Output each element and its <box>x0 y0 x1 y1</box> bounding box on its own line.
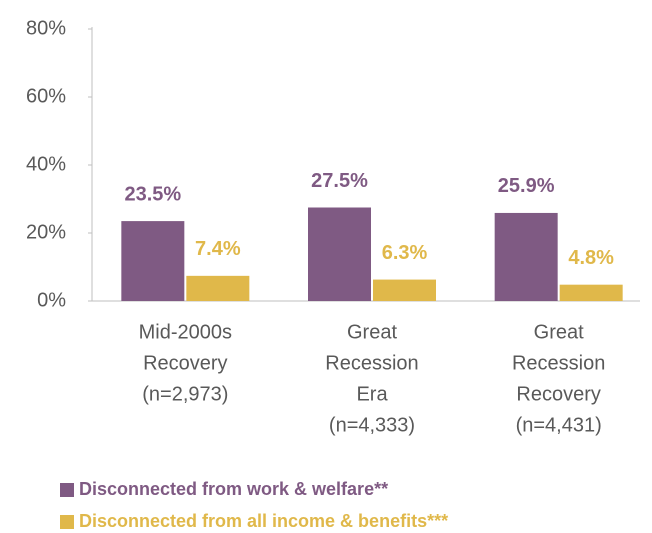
bar <box>121 221 185 301</box>
y-tick-label: 0% <box>37 289 66 311</box>
legend-swatch <box>60 483 74 497</box>
value-label: 25.9% <box>498 175 555 197</box>
bar <box>494 212 558 301</box>
x-tick-label: Mid-2000s <box>139 321 232 343</box>
y-tick-label: 40% <box>26 153 66 175</box>
x-tick-label: Era <box>356 383 388 405</box>
y-tick-label: 20% <box>26 221 66 243</box>
legend-label: Disconnected from all income & benefits*… <box>79 511 448 531</box>
x-tick-label: Recovery <box>516 383 600 405</box>
legend-label: Disconnected from work & welfare** <box>79 479 388 499</box>
x-tick-label: Recession <box>325 352 418 374</box>
value-label: 27.5% <box>311 170 368 192</box>
y-tick-label: 80% <box>26 17 66 39</box>
x-tick-label: (n=4,333) <box>329 414 415 436</box>
bar <box>559 284 623 301</box>
x-tick-label: Recovery <box>143 352 227 374</box>
value-label: 7.4% <box>195 238 241 260</box>
bar <box>186 275 250 301</box>
legend-swatch <box>60 515 74 529</box>
value-label: 23.5% <box>124 183 181 205</box>
x-tick-label: (n=2,973) <box>142 383 228 405</box>
value-label: 6.3% <box>382 242 428 264</box>
y-tick-label: 60% <box>26 85 66 107</box>
bar <box>308 207 371 301</box>
x-tick-label: Great <box>534 321 584 343</box>
x-tick-label: Great <box>347 321 397 343</box>
value-label: 4.8% <box>568 247 614 269</box>
x-tick-label: Recession <box>512 352 605 374</box>
x-tick-label: (n=4,431) <box>516 414 602 436</box>
bar <box>373 279 436 301</box>
